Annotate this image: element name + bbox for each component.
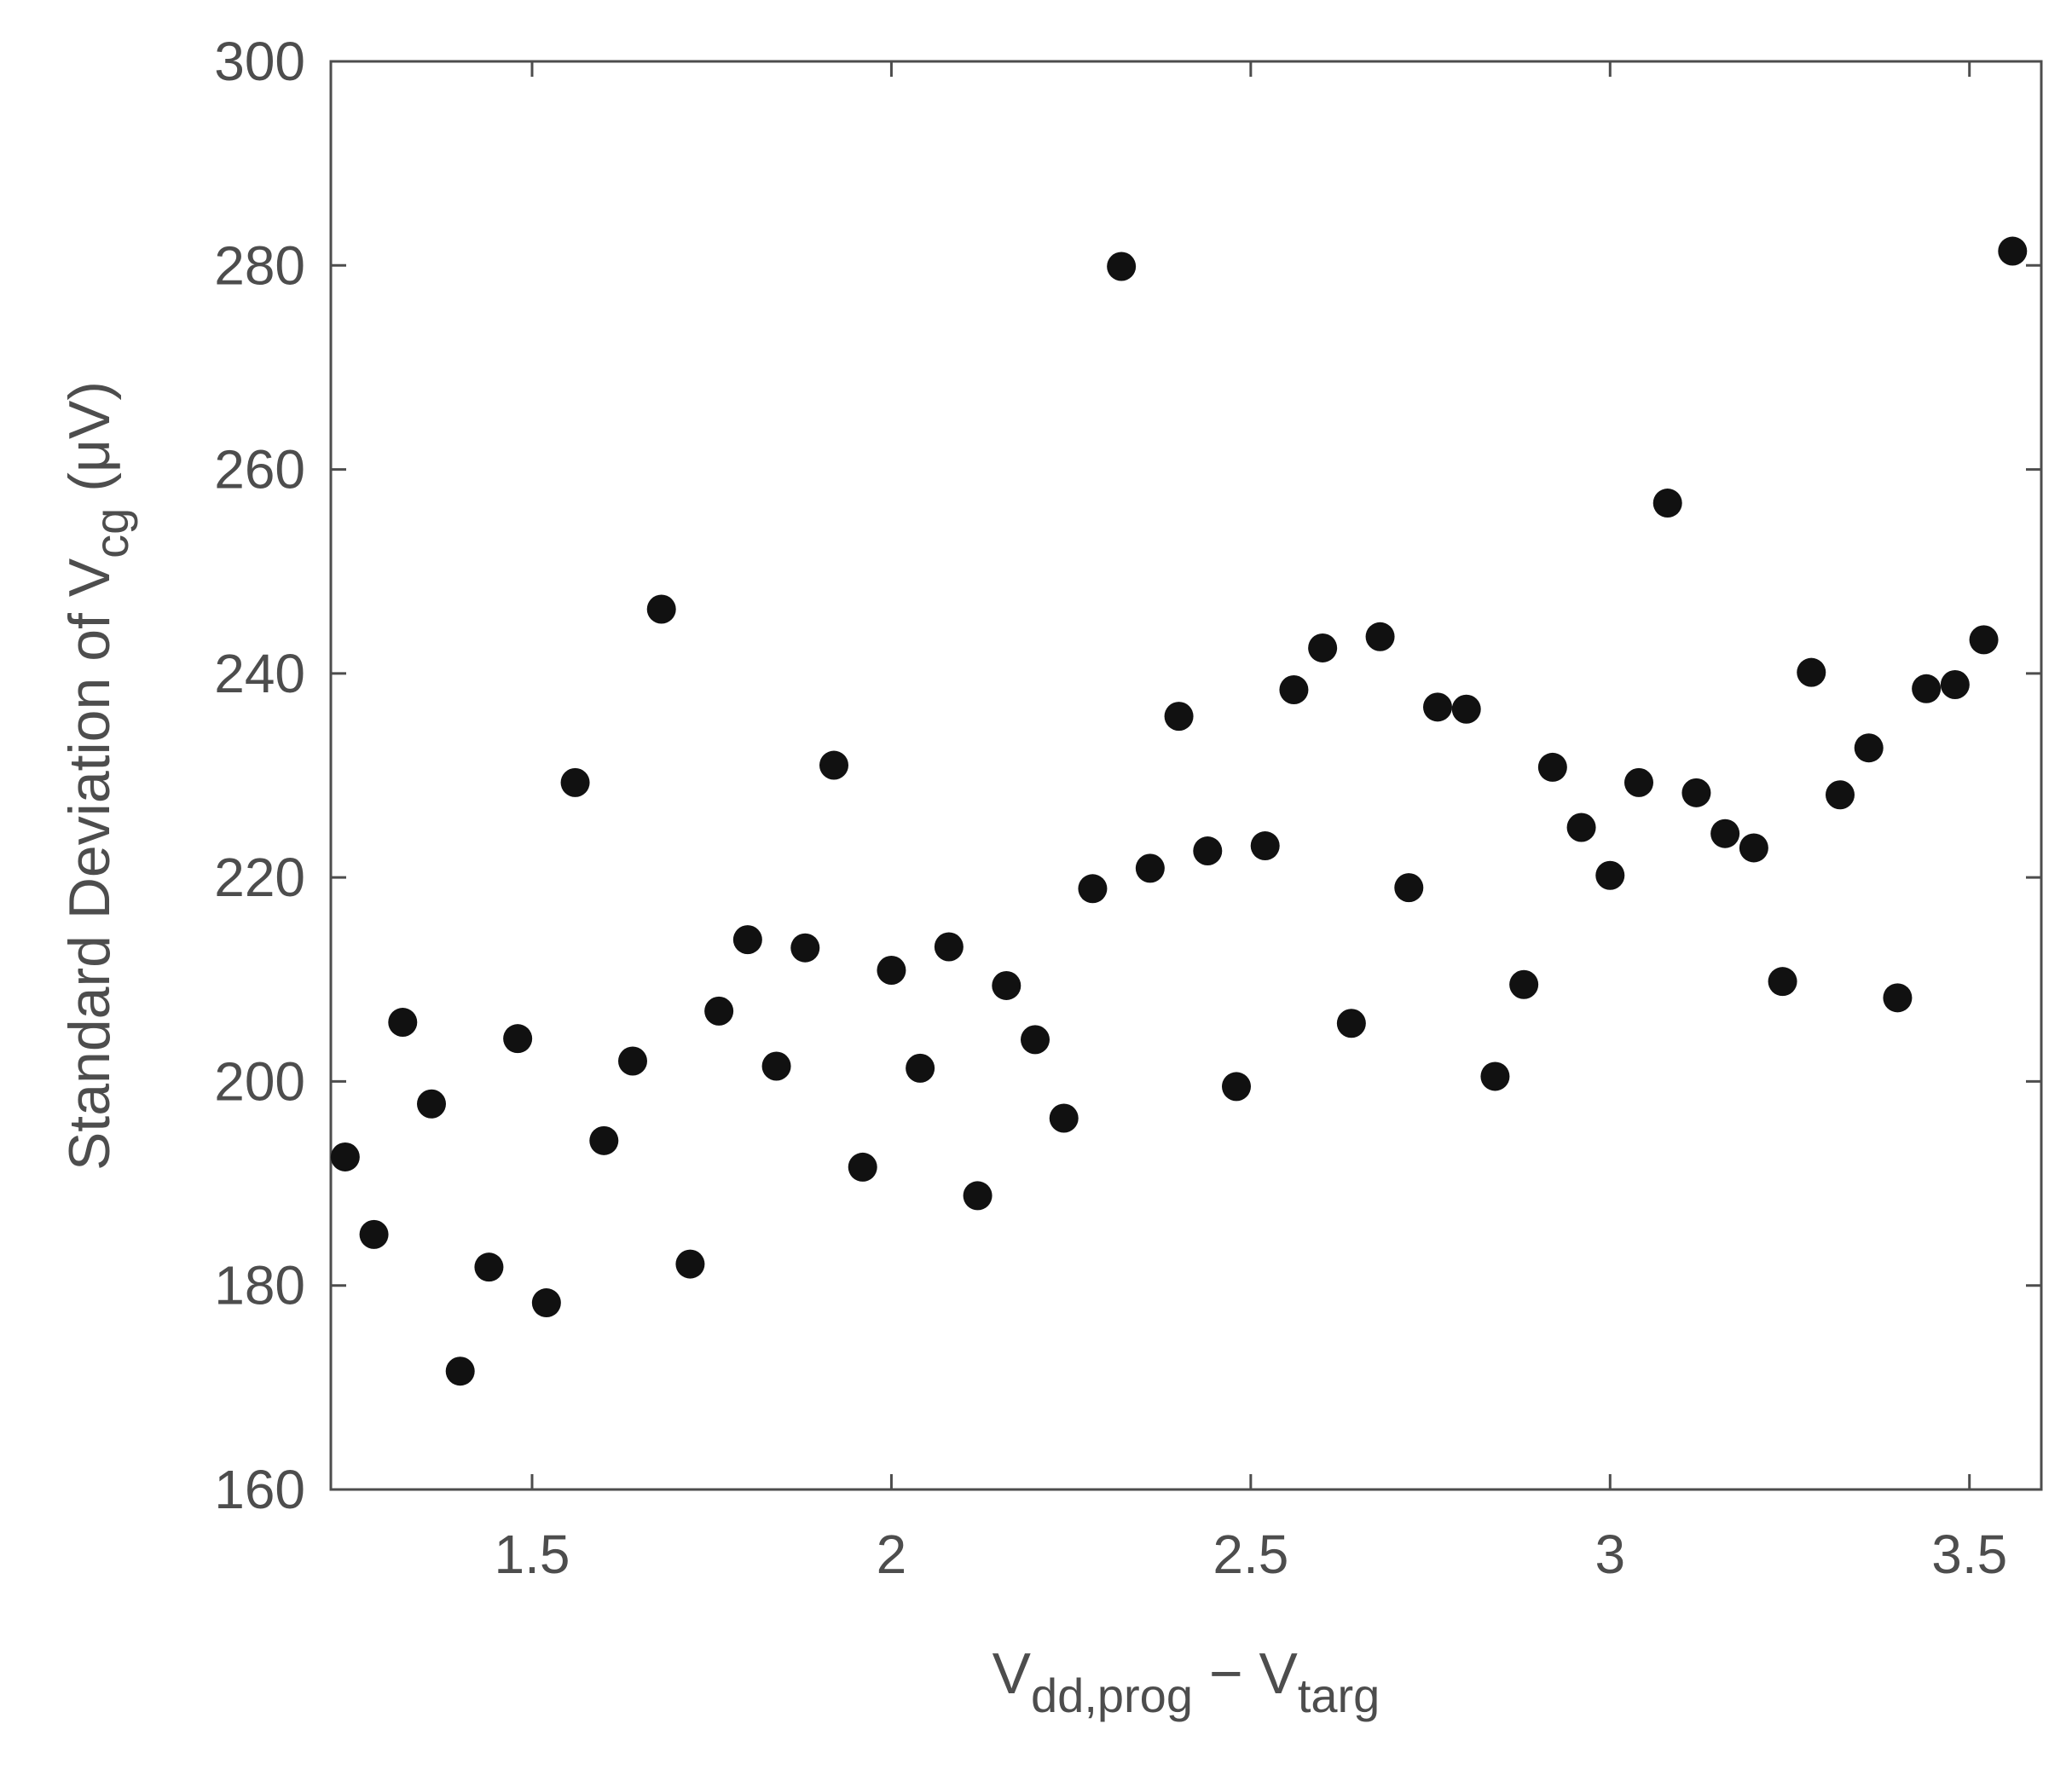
data-point xyxy=(761,1051,791,1081)
data-point xyxy=(1164,702,1194,732)
data-point xyxy=(1394,873,1424,903)
data-point xyxy=(1883,983,1913,1013)
data-point xyxy=(1768,967,1797,997)
data-point xyxy=(1193,836,1223,866)
y-axis-label: Standard Deviation of Vcg (μV) xyxy=(57,381,138,1171)
x-tick-label: 3.5 xyxy=(1931,1524,2007,1585)
data-point xyxy=(675,1249,705,1279)
data-point xyxy=(1998,236,2028,266)
data-point xyxy=(1681,778,1711,807)
data-point xyxy=(704,996,734,1026)
data-point xyxy=(819,750,848,780)
x-tick-label: 2 xyxy=(877,1524,907,1585)
data-point xyxy=(503,1024,533,1054)
data-point xyxy=(963,1181,993,1211)
data-point xyxy=(1250,831,1280,861)
data-point xyxy=(1135,853,1165,883)
data-point xyxy=(1739,833,1768,863)
plot-frame xyxy=(329,60,2043,1491)
data-point xyxy=(1279,675,1309,704)
data-point xyxy=(992,970,1022,1000)
data-point xyxy=(417,1089,446,1119)
data-point xyxy=(732,925,762,955)
data-point xyxy=(1969,625,1999,655)
data-point xyxy=(1797,657,1826,687)
data-point xyxy=(906,1053,935,1083)
data-point xyxy=(618,1046,647,1076)
axis-ticks xyxy=(331,60,2041,1491)
y-tick-label: 180 xyxy=(214,1255,305,1316)
data-point xyxy=(1912,674,1942,703)
data-point xyxy=(531,1288,561,1318)
data-point xyxy=(1509,969,1539,999)
data-point xyxy=(877,956,906,986)
y-tick-labels: 160 180 200 220 240 260 280 300 xyxy=(214,31,305,1520)
data-point xyxy=(589,1125,619,1155)
data-point xyxy=(1940,670,1970,700)
data-point xyxy=(1078,874,1108,904)
y-tick-label: 200 xyxy=(214,1050,305,1112)
data-point xyxy=(646,594,676,624)
data-point xyxy=(1107,252,1137,281)
data-point xyxy=(560,767,590,797)
y-tick-label: 240 xyxy=(214,643,305,704)
data-point xyxy=(1710,818,1740,848)
data-point xyxy=(388,1008,418,1038)
x-axis-label: Vdd,prog − Vtarg xyxy=(993,1641,1380,1722)
x-tick-label: 3 xyxy=(1595,1524,1625,1585)
data-point xyxy=(474,1252,504,1282)
data-point xyxy=(1308,633,1338,662)
data-point xyxy=(848,1152,877,1182)
data-point xyxy=(1049,1103,1079,1133)
data-point xyxy=(1480,1061,1510,1091)
x-tick-labels: 1.5 2 2.5 3 3.5 xyxy=(495,1524,2008,1585)
data-point xyxy=(1826,780,1855,810)
y-tick-label: 260 xyxy=(214,439,305,500)
x-tick-label: 1.5 xyxy=(495,1524,570,1585)
x-tick-label: 2.5 xyxy=(1213,1524,1288,1585)
data-point xyxy=(790,933,820,963)
data-point xyxy=(1595,860,1625,890)
data-point xyxy=(1624,767,1653,797)
data-point xyxy=(1537,752,1567,782)
data-point xyxy=(359,1219,389,1249)
data-point xyxy=(1336,1009,1366,1038)
data-point xyxy=(1854,733,1884,763)
data-point xyxy=(1451,694,1481,724)
data-point xyxy=(1566,813,1596,842)
data-point xyxy=(934,932,964,962)
y-tick-label: 220 xyxy=(214,847,305,908)
data-point xyxy=(1652,489,1682,518)
data-point xyxy=(1222,1072,1251,1102)
data-point xyxy=(1423,692,1452,722)
y-tick-label: 300 xyxy=(214,31,305,92)
data-point xyxy=(330,1142,360,1171)
data-point xyxy=(1365,622,1395,651)
y-tick-label: 160 xyxy=(214,1459,305,1520)
y-tick-label: 280 xyxy=(214,234,305,296)
data-points xyxy=(330,236,2028,1386)
data-point xyxy=(1021,1025,1050,1055)
data-point xyxy=(445,1356,475,1386)
